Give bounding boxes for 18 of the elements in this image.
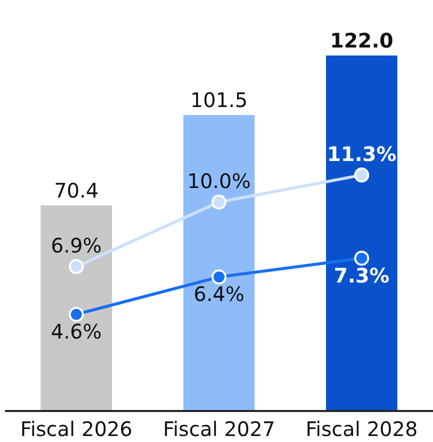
- x-tick-label: Fiscal 2026: [20, 417, 132, 441]
- data-label: 11.3%: [326, 142, 396, 166]
- data-label: 70.4: [54, 178, 99, 202]
- x-tick-label: Fiscal 2027: [162, 417, 276, 441]
- point: [68, 306, 84, 322]
- data-label: 101.5: [190, 88, 248, 112]
- data-label: 122.0: [330, 28, 394, 52]
- x-tick-label: Fiscal 2028: [306, 417, 418, 441]
- point: [212, 194, 226, 210]
- point: [212, 269, 226, 284]
- point: [354, 168, 370, 183]
- point: [68, 259, 84, 274]
- data-label: 6.4%: [194, 282, 244, 306]
- data-label: 7.3%: [334, 263, 390, 288]
- data-label: 6.9%: [50, 233, 102, 258]
- data-label: 10.0%: [187, 168, 251, 193]
- data-label: 4.6%: [50, 319, 102, 344]
- point: [354, 250, 370, 266]
